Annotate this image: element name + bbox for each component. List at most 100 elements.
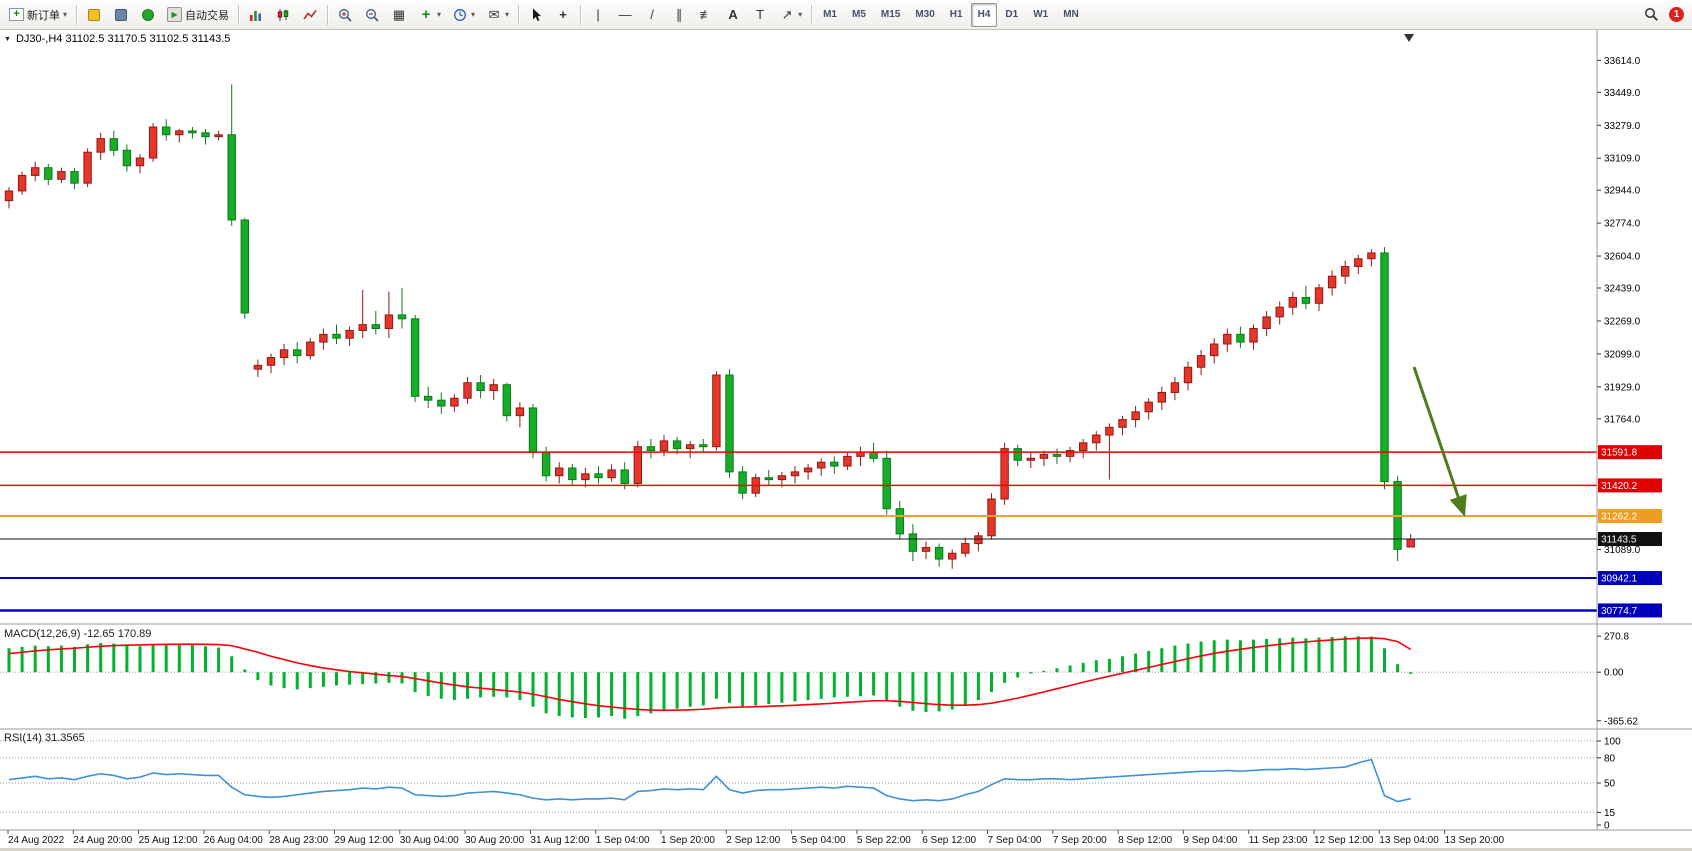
toolbar-separator (76, 4, 78, 25)
svg-text:33109.0: 33109.0 (1604, 154, 1641, 165)
svg-text:12 Sep 12:00: 12 Sep 12:00 (1314, 835, 1374, 846)
svg-text:270.8: 270.8 (1604, 632, 1629, 643)
tile-windows-button[interactable]: ▦ (386, 3, 412, 27)
collapse-icon[interactable]: ▼ (4, 35, 11, 43)
horizontal-line-button[interactable]: — (612, 3, 638, 27)
svg-text:50: 50 (1604, 779, 1616, 790)
down-trend-arrow (1412, 366, 1467, 517)
candlestick-chart-button[interactable] (270, 3, 296, 27)
time-axis: 24 Aug 2022 24 Aug 20:00 25 Aug 12:00 26 Au… (7, 830, 1505, 846)
svg-text:15: 15 (1604, 808, 1616, 819)
line-chart-button[interactable] (297, 3, 323, 27)
autotrading-button[interactable]: ▶ 自动交易 (162, 3, 234, 27)
main-toolbar: + 新订单 ▾ ▶ 自动交易 ▦ + ▾ (0, 0, 1692, 30)
timeframe-d1[interactable]: D1 (998, 3, 1025, 27)
svg-text:11 Sep 23:00: 11 Sep 23:00 (1249, 835, 1308, 846)
svg-text:25 Aug 12:00: 25 Aug 12:00 (139, 835, 198, 846)
timeframe-h4[interactable]: H4 (970, 2, 998, 27)
toolbar-separator (518, 4, 520, 25)
autotrading-label: 自动交易 (185, 9, 230, 22)
template-icon: ✉ (488, 7, 500, 22)
zoom-out-icon (364, 7, 380, 23)
svg-text:31089.0: 31089.0 (1604, 545, 1641, 556)
svg-text:32944.0: 32944.0 (1604, 186, 1641, 197)
indicators-button[interactable]: + ▾ (413, 3, 446, 27)
svg-text:30774.7: 30774.7 (1601, 606, 1638, 617)
chevron-down-icon: ▾ (63, 10, 68, 19)
svg-text:31 Aug 12:00: 31 Aug 12:00 (530, 835, 589, 846)
svg-text:31420.2: 31420.2 (1601, 481, 1638, 492)
chevron-down-icon: ▾ (505, 10, 510, 19)
notification-badge[interactable]: 1 (1669, 7, 1684, 22)
svg-text:33279.0: 33279.0 (1604, 121, 1641, 132)
svg-text:100: 100 (1604, 737, 1621, 748)
cursor-button[interactable] (523, 3, 549, 27)
line-chart-icon (302, 7, 318, 23)
new-order-button[interactable]: + 新订单 ▾ (4, 3, 72, 27)
svg-text:5 Sep 22:00: 5 Sep 22:00 (857, 835, 911, 846)
timeframe-mn[interactable]: MN (1056, 3, 1086, 27)
community-button[interactable] (135, 3, 161, 27)
zoom-out-button[interactable] (359, 3, 385, 27)
trendline-button[interactable]: / (639, 3, 665, 27)
chart-canvas[interactable]: 33614.0 33449.0 33279.0 33109.0 32944.0 32774… (0, 30, 1692, 851)
bar-chart-button[interactable] (243, 3, 269, 27)
vertical-line-button[interactable]: | (585, 3, 611, 27)
news-icon (115, 8, 128, 21)
autotrading-icon: ▶ (167, 7, 183, 22)
candlestick-icon (275, 7, 291, 23)
crosshair-icon: + (559, 7, 567, 22)
macd-indicator-label: MACD(12,26,9) -12.65 170.89 (4, 628, 152, 640)
trendline-icon: / (650, 7, 654, 22)
search-icon (1643, 7, 1659, 23)
svg-text:13 Sep 04:00: 13 Sep 04:00 (1379, 835, 1439, 846)
templates-button[interactable]: ✉ ▾ (481, 3, 514, 27)
macd-signal-line (8, 637, 1412, 712)
news-button[interactable] (108, 3, 134, 27)
arrows-button[interactable]: ↗ ▾ (774, 3, 807, 27)
svg-text:24 Aug 20:00: 24 Aug 20:00 (73, 835, 132, 846)
fibonacci-button[interactable]: ≢ (693, 3, 719, 27)
periods-button[interactable]: ▾ (447, 3, 480, 27)
timeframe-h1[interactable]: H1 (943, 3, 970, 27)
chevron-down-icon: ▾ (471, 10, 476, 19)
timeframe-m5[interactable]: M5 (845, 3, 873, 27)
search-button[interactable] (1638, 3, 1664, 27)
svg-text:28 Aug 23:00: 28 Aug 23:00 (269, 835, 328, 846)
zoom-in-icon (337, 7, 353, 23)
svg-text:1 Sep 20:00: 1 Sep 20:00 (661, 835, 715, 846)
svg-text:31143.5: 31143.5 (1601, 535, 1637, 546)
svg-text:80: 80 (1604, 753, 1616, 764)
zoom-in-button[interactable] (332, 3, 358, 27)
timeframe-m1[interactable]: M1 (816, 3, 844, 27)
channel-button[interactable]: ∥ (666, 3, 692, 27)
toolbar-separator (238, 4, 240, 25)
text-label-button[interactable]: T (747, 3, 773, 27)
timeframe-w1[interactable]: W1 (1026, 3, 1055, 27)
toolbar-separator (580, 4, 582, 25)
svg-text:1 Sep 04:00: 1 Sep 04:00 (596, 835, 650, 846)
text-label-icon: T (756, 7, 765, 22)
svg-text:8 Sep 12:00: 8 Sep 12:00 (1118, 835, 1172, 846)
timeframe-m15[interactable]: M15 (874, 3, 907, 27)
text-icon: A (728, 7, 738, 22)
svg-text:30 Aug 04:00: 30 Aug 04:00 (400, 835, 459, 846)
svg-text:24 Aug 2022: 24 Aug 2022 (8, 835, 65, 846)
alerts-button[interactable] (81, 3, 107, 27)
new-order-icon: + (9, 8, 24, 21)
svg-text:32439.0: 32439.0 (1604, 284, 1641, 295)
svg-text:5 Sep 04:00: 5 Sep 04:00 (792, 835, 846, 846)
svg-text:-365.62: -365.62 (1604, 716, 1638, 727)
rsi-line (8, 758, 1411, 803)
svg-text:32604.0: 32604.0 (1604, 252, 1641, 263)
timeframe-m30[interactable]: M30 (908, 3, 941, 27)
svg-text:32774.0: 32774.0 (1604, 219, 1641, 230)
chart-window: 33614.0 33449.0 33279.0 33109.0 32944.0 32774… (0, 30, 1692, 851)
svg-text:32269.0: 32269.0 (1604, 316, 1641, 327)
text-button[interactable]: A (720, 3, 746, 27)
vertical-line-icon: | (596, 7, 600, 22)
crosshair-button[interactable]: + (550, 3, 576, 27)
svg-text:0.00: 0.00 (1604, 668, 1624, 679)
toolbar-separator (811, 4, 813, 25)
arrows-icon: ↗ (781, 7, 793, 22)
